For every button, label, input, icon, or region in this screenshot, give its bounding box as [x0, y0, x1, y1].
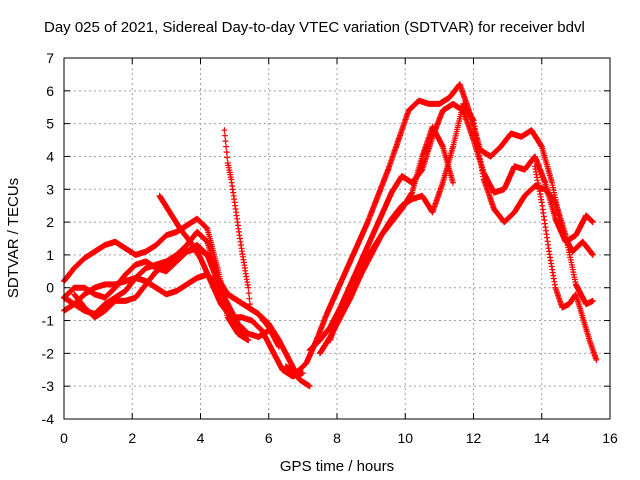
x-tick-label: 0 — [60, 430, 68, 446]
x-tick-label: 4 — [197, 430, 205, 446]
y-tick-label: -4 — [42, 411, 55, 427]
y-tick-label: 3 — [46, 181, 54, 197]
x-tick-label: 2 — [128, 430, 136, 446]
series-11 — [327, 100, 596, 344]
series-5 — [71, 242, 313, 390]
x-tick-label: 14 — [534, 430, 550, 446]
plot-frame — [63, 57, 611, 420]
series-12-points — [531, 163, 600, 363]
series-6-points — [156, 192, 306, 380]
y-tick-labels: -4 -3 -2 -1 0 1 2 3 4 5 6 7 — [42, 50, 55, 427]
y-tick-label: 4 — [46, 148, 54, 164]
y-tick-label: 0 — [46, 280, 54, 296]
series-6 — [156, 192, 306, 380]
x-tick-label: 8 — [333, 430, 341, 446]
y-tick-label: 5 — [46, 116, 54, 132]
y-tick-label: -1 — [42, 313, 55, 329]
y-axis-label: SDTVAR / TECUs — [5, 178, 22, 298]
series-9 — [306, 100, 596, 354]
data-series — [61, 81, 600, 390]
y-tick-label: 1 — [46, 247, 54, 263]
y-tick-label: 7 — [46, 50, 54, 66]
series-7 — [221, 127, 253, 308]
x-tick-label: 12 — [466, 430, 482, 446]
grid — [64, 58, 610, 419]
x-tick-label: 6 — [265, 430, 273, 446]
x-tick-labels: 0 2 4 6 8 10 12 14 16 — [60, 430, 618, 446]
x-tick-label: 16 — [602, 430, 618, 446]
y-tick-label: 6 — [46, 83, 54, 99]
y-tick-label: -3 — [42, 378, 55, 394]
series-12 — [531, 163, 600, 363]
series-9-points — [306, 100, 596, 354]
chart-title: Day 025 of 2021, Sidereal Day-to-day VTE… — [44, 19, 585, 36]
y-tick-label: 2 — [46, 214, 54, 230]
series-5-points — [71, 242, 313, 390]
series-11-points — [327, 100, 596, 344]
x-tick-label: 10 — [397, 430, 413, 446]
x-axis-label: GPS time / hours — [280, 458, 394, 475]
y-tick-label: -2 — [42, 345, 55, 361]
series-7-points — [221, 127, 253, 308]
